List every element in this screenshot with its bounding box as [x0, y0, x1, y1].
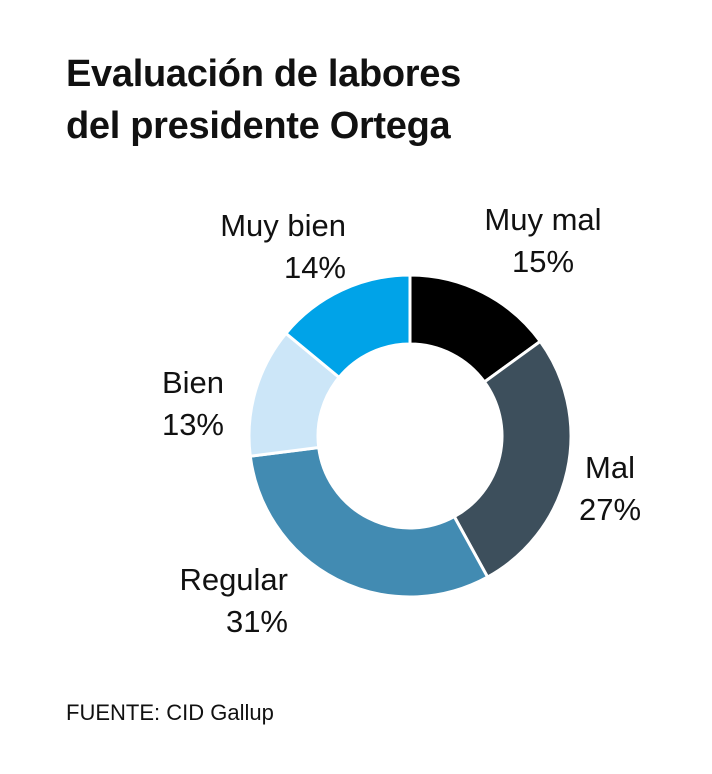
- chart-title: Evaluación de labores del presidente Ort…: [66, 48, 666, 152]
- slice-label-regular: Regular: [179, 562, 288, 597]
- chart-title-line-2: del presidente Ortega: [66, 105, 451, 147]
- slice-label-bien: Bien: [162, 365, 224, 400]
- source-note: FUENTE: CID Gallup: [66, 700, 274, 725]
- slice-value-bien: 13%: [162, 407, 224, 442]
- donut-slice-regular: [248, 445, 490, 599]
- chart-title-line-1: Evaluación de labores: [66, 53, 461, 95]
- slice-value-regular: 31%: [226, 604, 288, 639]
- donut-slice-mal: [452, 339, 573, 580]
- slice-value-mal: 27%: [579, 492, 641, 527]
- donut-slice-muy-bien: [283, 273, 412, 380]
- slice-label-mal: Mal: [585, 450, 635, 485]
- slice-value-muy-bien: 14%: [284, 250, 346, 285]
- slice-value-muy-mal: 15%: [512, 244, 574, 279]
- slice-label-muy-bien: Muy bien: [220, 208, 346, 243]
- slice-label-muy-mal: Muy mal: [484, 202, 601, 237]
